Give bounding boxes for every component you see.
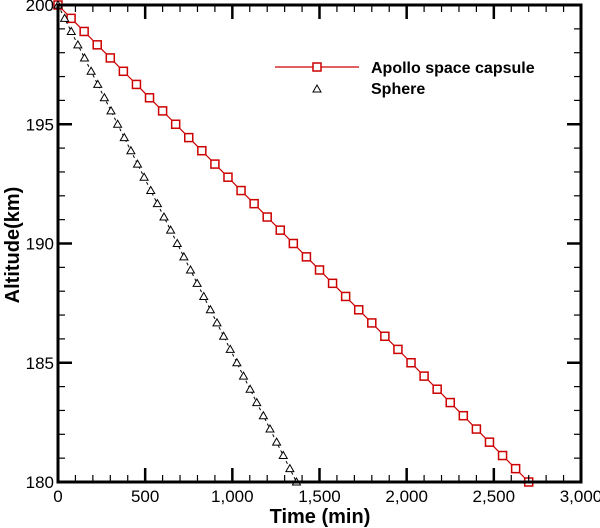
square-marker-icon	[419, 371, 429, 381]
square-marker-icon	[380, 331, 390, 342]
triangle-marker-icon	[79, 52, 90, 62]
triangle-marker-icon	[106, 105, 116, 115]
triangle-marker-icon	[205, 304, 216, 314]
triangle-marker-icon	[139, 172, 149, 181]
square-marker-icon	[92, 40, 102, 50]
triangle-marker-icon	[198, 291, 209, 300]
y-tick-label: 190	[26, 235, 54, 254]
square-marker-icon	[131, 79, 142, 90]
triangle-marker-icon	[92, 79, 103, 88]
x-tick-label: 3,000	[560, 487, 600, 506]
square-marker-icon	[288, 238, 299, 249]
square-marker-icon	[157, 106, 168, 116]
square-marker-icon	[184, 132, 194, 143]
x-tick-label: 500	[131, 487, 159, 506]
triangle-marker-icon	[159, 212, 169, 221]
legend-apollo-square-icon	[312, 62, 322, 72]
triangle-marker-icon	[232, 357, 242, 367]
triangle-marker-icon	[212, 317, 222, 327]
x-tick-label: 2,000	[385, 487, 428, 506]
triangle-marker-icon	[245, 384, 255, 393]
triangle-marker-icon	[165, 225, 176, 234]
square-marker-icon	[223, 172, 233, 182]
square-marker-icon	[432, 384, 442, 394]
triangle-marker-icon	[145, 185, 156, 195]
square-marker-icon	[406, 358, 416, 368]
x-axis-ticks: 0 500 1,000 1,500 2,000 2,500 3,000	[53, 5, 600, 506]
square-marker-icon	[445, 397, 455, 408]
legend-sphere-label: Sphere	[371, 81, 425, 98]
triangle-marker-icon	[59, 13, 70, 22]
triangle-marker-icon	[238, 371, 249, 380]
square-marker-icon	[79, 26, 89, 37]
series-sphere	[53, 0, 302, 486]
triangle-marker-icon	[73, 39, 83, 49]
x-tick-label: 0	[53, 487, 62, 506]
x-axis-title: Time (min)	[270, 506, 371, 528]
square-marker-icon	[510, 463, 521, 474]
x-tick-label: 2,500	[473, 487, 516, 506]
square-marker-icon	[118, 66, 129, 77]
square-marker-icon	[327, 278, 338, 289]
y-axis-ticks: 180 185 190 195 200	[26, 0, 581, 492]
legend: Apollo space capsule Sphere	[275, 60, 535, 98]
triangle-marker-icon	[251, 397, 262, 407]
triangle-marker-icon	[152, 198, 163, 208]
square-marker-icon	[170, 119, 181, 129]
triangle-marker-icon	[185, 264, 196, 274]
triangle-marker-icon	[86, 66, 96, 75]
triangle-marker-icon	[99, 92, 110, 102]
square-marker-icon	[393, 344, 403, 355]
plot-series	[53, 0, 534, 487]
square-marker-icon	[367, 318, 377, 328]
triangle-marker-icon	[278, 450, 289, 460]
triangle-marker-icon	[112, 119, 123, 128]
square-marker-icon	[275, 225, 286, 235]
square-marker-icon	[262, 212, 272, 222]
y-axis-title: Altitude(km)	[2, 187, 24, 304]
square-marker-icon	[105, 53, 116, 63]
triangle-marker-icon	[218, 331, 229, 340]
legend-apollo-label: Apollo space capsule	[371, 60, 535, 77]
square-marker-icon	[249, 198, 259, 209]
square-marker-icon	[484, 437, 495, 447]
triangle-marker-icon	[66, 26, 77, 35]
y-tick-label: 180	[26, 473, 54, 492]
y-tick-label: 185	[26, 354, 54, 373]
square-marker-icon	[236, 185, 246, 196]
triangle-marker-icon	[265, 424, 275, 433]
triangle-marker-icon	[126, 145, 136, 155]
triangle-marker-icon	[179, 251, 189, 261]
triangle-marker-icon	[225, 344, 236, 353]
x-tick-label: 1,500	[298, 487, 341, 506]
square-marker-icon	[301, 252, 312, 262]
square-marker-icon	[314, 265, 325, 275]
square-marker-icon	[497, 450, 508, 461]
square-marker-icon	[197, 145, 207, 156]
square-marker-icon	[144, 93, 155, 103]
triangle-marker-icon	[258, 410, 269, 420]
square-marker-icon	[340, 291, 351, 302]
triangle-marker-icon	[172, 238, 183, 247]
y-tick-label: 200	[26, 0, 54, 15]
square-marker-icon	[353, 305, 364, 315]
square-marker-icon	[458, 410, 469, 421]
square-marker-icon	[471, 424, 482, 434]
y-tick-label: 195	[26, 115, 54, 134]
square-marker-icon	[210, 159, 220, 169]
series-apollo	[53, 0, 534, 487]
triangle-marker-icon	[285, 463, 295, 473]
legend-sphere-triangle-icon	[312, 83, 322, 93]
triangle-marker-icon	[119, 132, 130, 142]
triangle-marker-icon	[271, 437, 282, 446]
triangle-marker-icon	[192, 278, 202, 287]
triangle-marker-icon	[132, 159, 143, 168]
x-tick-label: 1,000	[211, 487, 254, 506]
